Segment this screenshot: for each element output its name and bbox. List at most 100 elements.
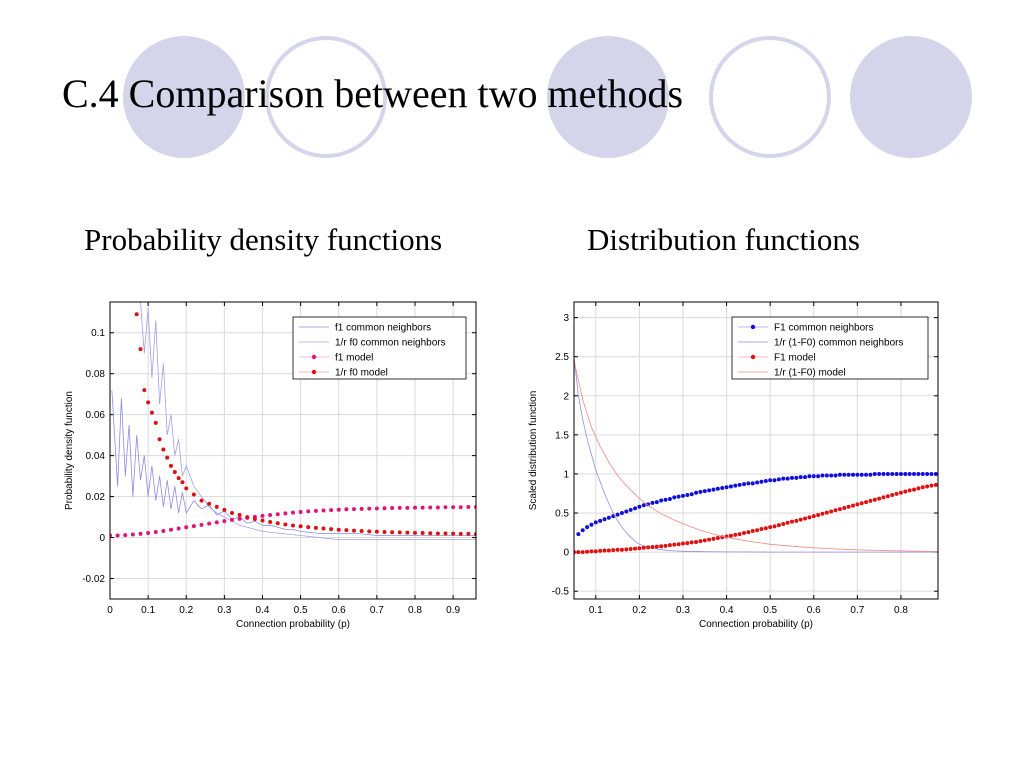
data-point — [214, 520, 219, 525]
deco-circle-1 — [123, 36, 245, 158]
data-point — [169, 463, 173, 468]
data-point — [390, 506, 395, 511]
data-point — [728, 533, 733, 538]
x-tick-label: 0.6 — [807, 605, 821, 616]
data-point — [420, 531, 425, 536]
distribution-chart: 0.1 0.2 0.3 0.4 0.5 0.6 0.7 0.8 -0.5 0 0.5 1 1.5 2 2.5… — [528, 301, 939, 630]
data-point — [811, 474, 816, 479]
x-tick-label: 0.7 — [850, 605, 864, 616]
x-tick-label: 0.5 — [294, 605, 308, 616]
y-axis-label: Scaled distribution function — [528, 391, 539, 511]
data-point — [130, 532, 135, 537]
data-point — [619, 511, 624, 516]
data-point — [374, 529, 379, 534]
data-point — [820, 473, 825, 478]
data-point — [659, 498, 664, 503]
data-point — [589, 522, 594, 527]
data-point — [785, 476, 790, 481]
y-tick-label: 0.1 — [91, 328, 105, 339]
data-point — [698, 489, 703, 494]
data-point — [685, 541, 690, 546]
y-tick-label: 0.06 — [86, 410, 106, 421]
data-point — [405, 505, 410, 510]
data-point — [759, 479, 764, 484]
data-point — [336, 507, 341, 512]
data-point — [580, 550, 585, 555]
data-point — [184, 486, 189, 491]
data-point — [742, 482, 747, 487]
data-point — [659, 544, 664, 549]
series-line — [574, 360, 938, 552]
data-point — [268, 513, 273, 518]
data-point — [890, 471, 895, 476]
data-point — [260, 518, 265, 523]
data-point — [637, 504, 642, 509]
data-point — [833, 508, 838, 513]
data-point — [772, 524, 777, 529]
data-point — [850, 503, 855, 508]
data-point — [230, 517, 234, 522]
data-point — [624, 547, 629, 552]
data-point — [903, 489, 908, 494]
data-point — [628, 546, 633, 551]
y-tick-label: 3 — [563, 313, 569, 324]
data-point — [283, 511, 288, 516]
data-point — [176, 526, 181, 531]
data-point — [789, 475, 794, 480]
x-tick-label: 0.8 — [894, 605, 908, 616]
data-point — [633, 506, 638, 511]
data-point — [298, 524, 303, 529]
data-point — [611, 548, 616, 553]
data-point — [689, 540, 694, 545]
data-point — [829, 473, 834, 478]
data-point — [329, 508, 334, 513]
data-point — [794, 518, 799, 523]
series-group — [574, 356, 938, 555]
y-tick-label: 0.08 — [86, 369, 106, 380]
data-point — [663, 543, 668, 548]
data-point — [720, 486, 725, 491]
data-point — [214, 504, 219, 509]
data-point — [146, 531, 151, 536]
data-point — [794, 475, 799, 480]
data-point — [602, 517, 607, 522]
data-point — [846, 472, 851, 477]
data-point — [207, 521, 212, 526]
data-point — [443, 505, 448, 510]
pdf-chart: 0 0.1 0.2 0.3 0.4 0.5 0.6 0.7 0.8 0.9 -0.02 0 0.02 0.… — [64, 301, 477, 630]
data-point — [161, 447, 166, 452]
data-point — [275, 512, 280, 517]
data-point — [820, 511, 825, 516]
data-point — [829, 509, 834, 514]
data-point — [344, 507, 349, 512]
data-point — [367, 529, 372, 534]
data-point — [138, 531, 143, 536]
data-point — [199, 522, 204, 527]
y-tick-label: 0 — [99, 533, 105, 544]
data-point — [855, 502, 860, 507]
data-point — [868, 472, 873, 477]
data-point — [737, 482, 742, 487]
data-point — [907, 471, 912, 476]
y-axis-label: Probability density function — [64, 391, 75, 510]
x-tick-label: 0.1 — [141, 605, 155, 616]
series-line — [140, 302, 476, 541]
data-point — [929, 471, 934, 476]
data-point — [576, 550, 581, 555]
data-point — [768, 478, 773, 483]
data-point — [313, 508, 318, 513]
x-tick-label: 0.6 — [332, 605, 346, 616]
x-tick-label: 0.1 — [589, 605, 603, 616]
data-point — [191, 492, 196, 497]
deco-circle-3 — [547, 36, 669, 158]
data-point — [750, 481, 755, 486]
data-point — [641, 503, 646, 508]
y-tick-label: 2.5 — [555, 352, 569, 363]
data-point — [336, 527, 341, 532]
data-point — [816, 474, 821, 479]
data-point — [161, 528, 166, 533]
data-point — [329, 527, 334, 532]
data-point — [676, 542, 681, 547]
data-point — [833, 473, 838, 478]
data-point — [776, 523, 781, 528]
